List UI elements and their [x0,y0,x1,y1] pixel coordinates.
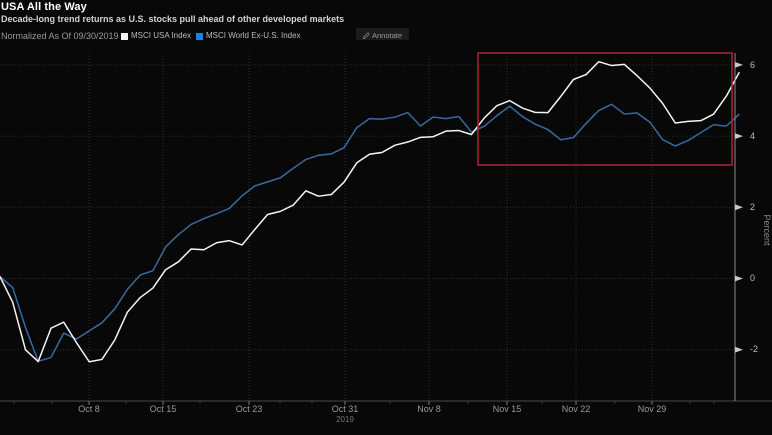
svg-text:2019: 2019 [336,415,354,424]
svg-text:4: 4 [750,131,755,141]
svg-text:Percent: Percent [762,214,772,246]
svg-text:Oct 23: Oct 23 [236,404,263,414]
svg-text:Nov 15: Nov 15 [493,404,522,414]
svg-text:Nov 29: Nov 29 [638,404,667,414]
svg-text:2: 2 [750,202,755,212]
svg-text:6: 6 [750,60,755,70]
svg-text:-2: -2 [750,344,758,354]
svg-text:Nov 8: Nov 8 [417,404,441,414]
svg-text:0: 0 [750,273,755,283]
svg-text:Oct 15: Oct 15 [150,404,177,414]
svg-text:Oct 8: Oct 8 [78,404,100,414]
svg-text:Oct 31: Oct 31 [332,404,359,414]
svg-text:Nov 22: Nov 22 [562,404,591,414]
